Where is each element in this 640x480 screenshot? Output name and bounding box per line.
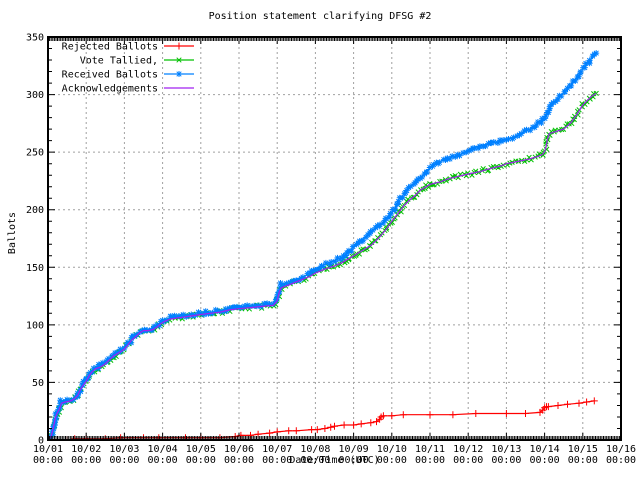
x-tick-label-time: 00:00 — [71, 455, 101, 466]
y-tick-label: 200 — [26, 205, 44, 216]
y-axis-label: Ballots — [7, 211, 18, 255]
x-tick-label-time: 00:00 — [186, 455, 216, 466]
x-tick-label-date: 10/01 — [33, 444, 63, 455]
x-tick-label-time: 00:00 — [109, 455, 139, 466]
x-tick-label-date: 10/14 — [530, 444, 560, 455]
series-markers-received — [47, 50, 600, 441]
x-tick-label-time: 00:00 — [300, 455, 330, 466]
legend-marker-tallied-icon — [176, 57, 182, 63]
y-tick-label: 50 — [32, 378, 44, 389]
x-tick-label-time: 00:00 — [262, 455, 292, 466]
y-tick-label: 250 — [26, 148, 44, 159]
x-axis-label: Date/Time (UTC) — [289, 455, 380, 466]
legend: Rejected Ballots Vote Tallied, Received Ba… — [62, 42, 194, 95]
x-tick-label-date: 10/10 — [377, 444, 407, 455]
x-tick-label-time: 00:00 — [415, 455, 445, 466]
x-tick-label-date: 10/15 — [568, 444, 598, 455]
x-tick-label-time: 00:00 — [377, 455, 407, 466]
x-tick-label-date: 10/11 — [415, 444, 445, 455]
x-tick-label-date: 10/02 — [71, 444, 101, 455]
series-line-acknowledgements — [47, 92, 597, 441]
legend-label-acknowledgements: Acknowledgements — [62, 84, 158, 95]
x-tick-label-date: 10/08 — [300, 444, 330, 455]
x-tick-label-date: 10/12 — [453, 444, 483, 455]
x-tick-label-date: 10/05 — [186, 444, 216, 455]
legend-marker-received-icon — [176, 71, 182, 77]
x-tick-label-time: 00:00 — [339, 455, 369, 466]
x-tick-label-time: 00:00 — [453, 455, 483, 466]
plot-border — [47, 36, 622, 441]
y-tick-label: 150 — [26, 263, 44, 274]
series-group — [47, 50, 600, 441]
chart-title: Position statement clarifying DFSG #2 — [208, 11, 432, 22]
y-tick-label: 100 — [26, 320, 44, 331]
x-tick-label-date: 10/03 — [109, 444, 139, 455]
y-tick-label: 350 — [26, 33, 44, 44]
x-tick-label-date: 10/09 — [339, 444, 369, 455]
axis-ticks — [47, 36, 622, 441]
legend-label-rejected: Rejected Ballots — [62, 42, 158, 53]
x-tick-label-date: 10/06 — [224, 444, 254, 455]
x-tick-label-time: 00:00 — [224, 455, 254, 466]
y-tick-label: 0 — [38, 436, 44, 447]
legend-marker-rejected-icon — [175, 42, 183, 50]
grid-lines — [48, 37, 621, 440]
x-tick-label-time: 00:00 — [568, 455, 598, 466]
x-tick-label-time: 00:00 — [33, 455, 63, 466]
x-tick-label-time: 00:00 — [530, 455, 560, 466]
x-tick-label-date: 10/07 — [262, 444, 292, 455]
legend-label-received: Received Ballots — [62, 70, 158, 81]
x-tick-label-date: 10/13 — [491, 444, 521, 455]
x-tick-label-date: 10/04 — [148, 444, 178, 455]
series-line-rejected — [48, 400, 595, 441]
legend-label-tallied: Vote Tallied, — [80, 56, 158, 67]
x-tick-label-time: 00:00 — [148, 455, 178, 466]
x-tick-label-time: 00:00 — [606, 455, 636, 466]
y-tick-label: 300 — [26, 90, 44, 101]
x-tick-label-date: 10/16 — [606, 444, 636, 455]
x-tick-label-time: 00:00 — [491, 455, 521, 466]
